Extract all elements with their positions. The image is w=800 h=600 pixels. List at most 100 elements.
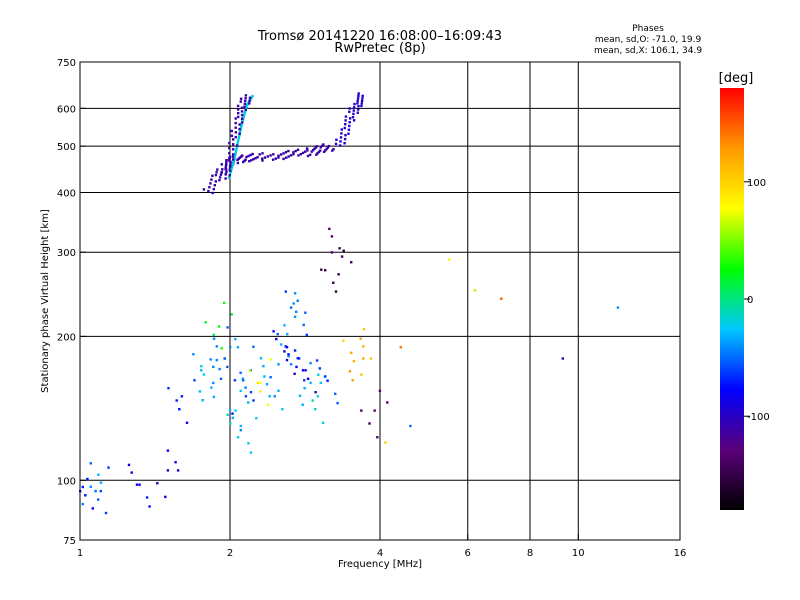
- echo-point: [225, 159, 228, 162]
- echo-point: [361, 97, 364, 100]
- echo-point: [148, 505, 151, 508]
- echo-point: [309, 153, 312, 156]
- echo-point: [284, 345, 287, 348]
- echo-point: [277, 156, 280, 159]
- echo-point: [306, 377, 310, 380]
- echo-point: [232, 158, 235, 161]
- echo-point: [185, 421, 189, 424]
- echo-point: [325, 147, 328, 151]
- echo-point: [209, 182, 212, 185]
- echo-point: [204, 321, 207, 324]
- echo-point: [212, 333, 215, 337]
- echo-point: [228, 146, 231, 150]
- echo-point: [245, 155, 248, 159]
- echo-point: [210, 386, 213, 389]
- echo-point: [348, 370, 352, 373]
- echo-point: [247, 401, 250, 404]
- echo-point: [234, 409, 237, 412]
- echo-point: [337, 273, 340, 276]
- echo-point: [237, 139, 240, 142]
- echo-point: [378, 389, 382, 392]
- echo-point: [243, 112, 246, 115]
- echo-point: [248, 160, 251, 163]
- echo-point: [218, 367, 221, 371]
- echo-point: [234, 151, 237, 154]
- echo-point: [255, 417, 258, 420]
- echo-point: [107, 466, 110, 469]
- echo-point: [298, 394, 302, 397]
- echo-point: [297, 154, 300, 157]
- echo-point: [91, 507, 94, 510]
- echo-point: [309, 381, 312, 385]
- y-tick-label: 400: [57, 188, 76, 199]
- echo-point: [262, 365, 265, 368]
- echo-point: [242, 379, 245, 382]
- echo-point: [209, 358, 212, 361]
- echo-point: [327, 144, 331, 148]
- echo-point: [258, 153, 261, 156]
- echo-point: [277, 363, 280, 366]
- echo-point: [228, 169, 232, 172]
- echo-point: [232, 153, 235, 156]
- echo-point: [218, 176, 222, 179]
- echo-point: [301, 151, 305, 155]
- echo-point: [361, 94, 364, 98]
- echo-point: [228, 157, 231, 160]
- echo-point: [221, 168, 224, 171]
- echo-point: [236, 104, 240, 108]
- echo-point: [342, 249, 345, 252]
- echo-point: [230, 313, 233, 316]
- echo-point: [99, 481, 103, 484]
- echo-point: [352, 360, 356, 363]
- echo-point: [235, 149, 238, 152]
- echo-point: [97, 498, 100, 501]
- y-tick-label: 100: [57, 476, 76, 487]
- echo-point: [342, 339, 345, 342]
- echo-point: [293, 372, 296, 375]
- echo-point: [238, 127, 241, 131]
- echo-point: [234, 121, 237, 125]
- echo-point: [285, 156, 288, 159]
- echo-point: [249, 153, 252, 157]
- echo-point: [212, 381, 215, 385]
- echo-point: [245, 106, 248, 109]
- echo-point: [251, 152, 254, 156]
- echo-point: [359, 337, 362, 340]
- echo-point: [293, 315, 297, 318]
- echo-point: [339, 136, 343, 139]
- echo-point: [232, 161, 235, 164]
- echo-point: [256, 156, 259, 159]
- echo-point: [289, 363, 293, 366]
- echo-point: [357, 92, 360, 95]
- echo-point: [500, 297, 503, 300]
- echo-point: [200, 365, 203, 368]
- echo-point: [261, 157, 264, 160]
- echo-point: [99, 489, 102, 493]
- echo-point: [344, 134, 347, 137]
- echo-point: [286, 332, 289, 336]
- echo-point: [240, 110, 244, 113]
- echo-point: [238, 131, 242, 134]
- echo-point: [269, 358, 272, 361]
- echo-point: [319, 381, 322, 385]
- echo-point: [215, 345, 218, 348]
- echo-point: [234, 153, 237, 156]
- echo-point: [231, 412, 234, 415]
- stats-line-x: mean, sd,X: 106.1, 34.9: [594, 46, 702, 56]
- echo-point: [360, 373, 363, 376]
- echo-point: [324, 149, 327, 152]
- echo-point: [350, 351, 353, 354]
- echo-point: [234, 131, 237, 134]
- echo-point: [234, 117, 237, 120]
- echo-point: [240, 106, 244, 109]
- x-axis-label: Frequency [MHz]: [338, 559, 422, 570]
- echo-point: [296, 357, 299, 360]
- echo-point: [399, 346, 402, 349]
- echo-point: [296, 148, 300, 151]
- y-axis: 75 100 200 300 400 500 600 750: [57, 58, 86, 547]
- echo-point: [357, 108, 360, 111]
- echo-point: [368, 422, 371, 425]
- echo-point: [233, 158, 236, 161]
- echo-point: [234, 135, 237, 139]
